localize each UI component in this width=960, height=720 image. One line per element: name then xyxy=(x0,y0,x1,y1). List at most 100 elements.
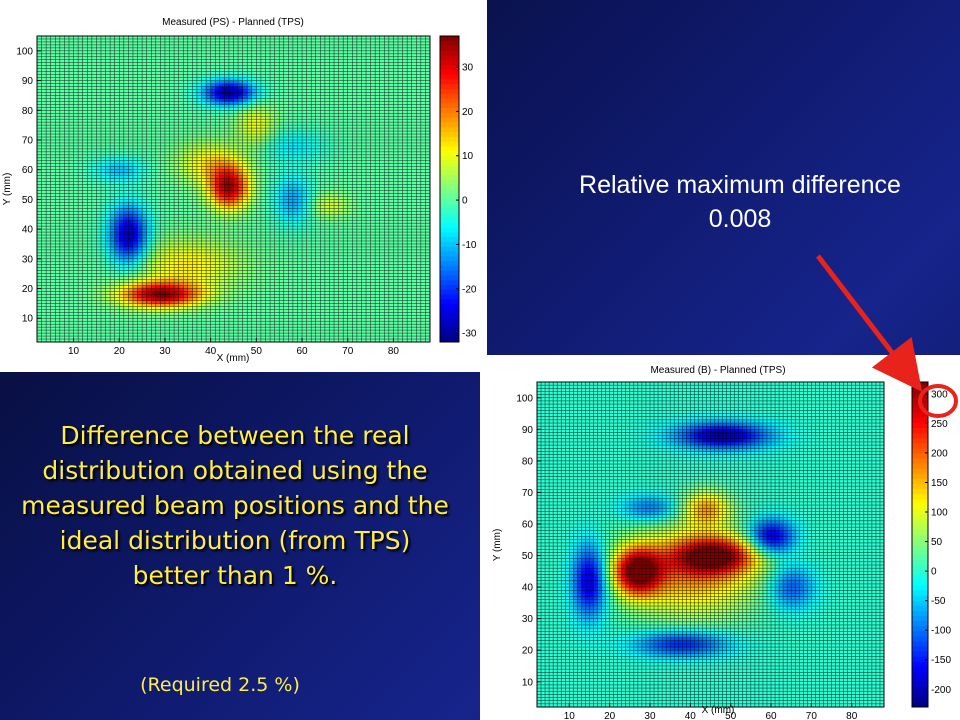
heatmap-cell xyxy=(55,240,61,245)
heatmap-cell xyxy=(315,190,321,194)
heatmap-cell xyxy=(233,336,239,340)
heatmap-cell xyxy=(192,309,198,313)
heatmap-cell xyxy=(119,184,125,188)
heatmap-cell xyxy=(270,279,275,283)
heatmap-cell xyxy=(151,243,157,248)
heatmap-cell xyxy=(137,232,143,236)
heatmap-cell xyxy=(37,300,42,304)
heatmap-cell xyxy=(96,190,102,194)
heatmap-cell xyxy=(283,208,289,212)
heatmap-cell xyxy=(132,240,138,245)
heatmap-cell xyxy=(265,276,271,280)
heatmap-cell xyxy=(210,220,216,224)
heatmap-cell xyxy=(59,184,65,188)
heatmap-cell xyxy=(192,324,198,328)
heatmap-cell xyxy=(196,309,202,313)
heatmap-cell xyxy=(174,294,179,298)
heatmap-cell xyxy=(164,243,170,248)
heatmap-cell xyxy=(370,187,376,191)
heatmap-cell xyxy=(388,217,394,221)
heatmap-cell xyxy=(407,229,413,233)
heatmap-cell xyxy=(210,285,216,289)
heatmap-cell xyxy=(411,297,417,301)
heatmap-cell xyxy=(224,223,230,227)
heatmap-cell xyxy=(59,238,65,242)
heatmap-cell xyxy=(311,255,317,260)
heatmap-cell xyxy=(425,249,431,254)
heatmap-cell xyxy=(151,285,157,289)
heatmap-cell xyxy=(105,193,111,197)
heatmap-cell xyxy=(233,211,239,215)
heatmap-cell xyxy=(279,190,285,194)
heatmap-cell xyxy=(37,270,42,274)
heatmap-cell xyxy=(420,190,426,194)
heatmap-cell xyxy=(297,238,303,242)
heatmap-cell xyxy=(279,303,285,307)
heatmap-cell xyxy=(46,267,52,271)
heatmap-cell xyxy=(41,270,47,274)
heatmap-cell xyxy=(375,220,381,224)
heatmap-cell xyxy=(219,223,225,227)
heatmap-cell xyxy=(128,196,134,200)
heatmap-cell xyxy=(334,324,339,328)
heatmap-cell xyxy=(164,294,170,298)
heatmap-cell xyxy=(361,258,367,263)
heatmap-cell xyxy=(73,309,79,313)
heatmap-cell xyxy=(178,187,184,191)
heatmap-cell xyxy=(388,330,394,334)
heatmap-cell xyxy=(59,220,65,224)
heatmap-cell xyxy=(393,202,399,206)
heatmap-cell xyxy=(50,270,56,274)
heatmap-cell xyxy=(384,285,390,289)
heatmap-cell xyxy=(105,229,111,233)
heatmap-cell xyxy=(356,276,362,280)
heatmap-cell xyxy=(402,205,408,209)
heatmap-cell xyxy=(151,306,157,310)
heatmap-cell xyxy=(292,267,298,271)
heatmap-cell xyxy=(196,187,202,191)
heatmap-cell xyxy=(279,240,285,245)
heatmap-cell xyxy=(302,223,307,227)
heatmap-cell xyxy=(187,190,193,194)
heatmap-cell xyxy=(375,327,381,331)
heatmap-cell xyxy=(338,294,344,298)
heatmap-cell xyxy=(320,190,326,194)
heatmap-cell xyxy=(338,282,344,286)
heatmap-cell xyxy=(393,297,399,301)
heatmap-cell xyxy=(356,333,362,337)
heatmap-cell xyxy=(420,264,426,269)
heatmap-cell xyxy=(352,205,358,209)
heatmap-cell xyxy=(407,276,413,280)
heatmap-cell xyxy=(59,321,65,325)
heatmap-cell xyxy=(238,276,243,280)
heatmap-cell xyxy=(320,288,326,292)
heatmap-cell xyxy=(315,264,321,269)
heatmap-cell xyxy=(206,217,211,221)
heatmap-cell xyxy=(361,333,367,337)
heatmap-cell xyxy=(315,312,321,316)
heatmap-cell xyxy=(288,333,294,337)
heatmap-cell xyxy=(96,208,102,212)
heatmap-cell xyxy=(110,252,115,257)
heatmap-cell xyxy=(73,303,79,307)
heatmap-cell xyxy=(50,312,56,316)
heatmap-cell xyxy=(420,279,426,283)
heatmap-cell xyxy=(297,229,303,233)
heatmap-cell xyxy=(91,202,97,206)
heatmap-cell xyxy=(288,255,294,260)
heatmap-cell xyxy=(411,279,417,283)
heatmap-cell xyxy=(411,193,417,197)
heatmap-cell xyxy=(219,297,225,301)
heatmap-cell xyxy=(393,243,399,248)
heatmap-cell xyxy=(178,199,184,203)
heatmap-cell xyxy=(279,297,285,301)
heatmap-cell xyxy=(100,252,106,257)
heatmap-cell xyxy=(384,279,390,283)
heatmap-cell xyxy=(123,190,129,194)
heatmap-cell xyxy=(96,285,102,289)
heatmap-cell xyxy=(142,312,147,316)
heatmap-cell xyxy=(37,318,42,322)
heatmap-cell xyxy=(407,324,413,328)
heatmap-cell xyxy=(55,318,61,322)
heatmap-cell xyxy=(187,300,193,304)
